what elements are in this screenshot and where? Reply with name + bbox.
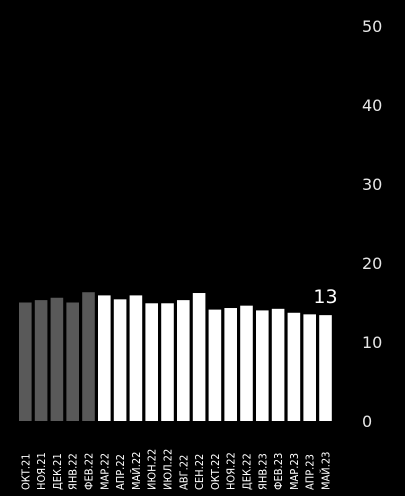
bar-ЯНВ.22 xyxy=(66,302,79,421)
bar-ОКТ.21 xyxy=(19,302,32,421)
x-tick-label: ФЕВ.23 xyxy=(272,453,285,490)
y-tick-label: 20 xyxy=(362,254,382,273)
bar-НОЯ.21 xyxy=(34,300,48,421)
bar-ФЕВ.22 xyxy=(82,292,95,421)
y-tick-label: 0 xyxy=(362,412,372,431)
x-tick-label: ОКТ.21 xyxy=(19,453,32,490)
x-tick-label: НОЯ.21 xyxy=(35,452,48,490)
y-tick-label: 30 xyxy=(362,175,382,194)
y-tick-label: 10 xyxy=(362,333,382,352)
bar-МАР.23 xyxy=(287,312,301,421)
bar-АПР.23 xyxy=(303,314,316,421)
x-tick-label: АПР.23 xyxy=(304,454,317,490)
x-tick-label: ДЕК.21 xyxy=(51,453,64,490)
x-tick-label: АПР.22 xyxy=(114,454,127,490)
y-tick-label: 50 xyxy=(362,17,382,36)
bar-СЕН.22 xyxy=(192,293,206,421)
x-tick-label: МАР.23 xyxy=(288,453,301,490)
x-tick-label: АВГ.22 xyxy=(177,455,190,490)
x-axis-category-labels: ОКТ.21 НОЯ.21 ДЕК.21 ЯНВ.22 ФЕВ.22 МАР.22 АПР.… xyxy=(19,449,332,490)
data-label: 13 xyxy=(313,286,337,308)
bar-ФЕВ.23 xyxy=(271,308,285,421)
x-tick-label: МАЙ.23 xyxy=(320,452,333,490)
x-tick-label: МАР.22 xyxy=(98,453,111,490)
bar-ОКТ.22 xyxy=(208,309,222,421)
bar-ДЕК.22 xyxy=(240,305,253,421)
bar-НОЯ.22 xyxy=(224,308,237,421)
x-tick-label: ЯНВ.23 xyxy=(256,453,269,490)
y-tick-label: 40 xyxy=(362,96,382,115)
bar-ИЮЛ.22 xyxy=(161,303,174,421)
bar-МАЙ.23 xyxy=(319,315,332,421)
x-tick-label: ФЕВ.22 xyxy=(83,453,96,490)
bar-МАЙ.22 xyxy=(129,295,143,421)
x-tick-label: СЕН.22 xyxy=(193,454,206,490)
bar-МАР.22 xyxy=(98,295,111,421)
x-tick-label: ДЕК.22 xyxy=(241,453,254,490)
bar-ЯНВ.23 xyxy=(256,310,269,421)
bars-group xyxy=(19,292,332,421)
bar-ДЕК.21 xyxy=(50,297,64,421)
x-tick-label: МАЙ.22 xyxy=(130,452,143,490)
x-tick-label: ЯНВ.22 xyxy=(67,453,80,490)
y-axis-tick-labels: 0 10 20 30 40 50 xyxy=(362,17,382,431)
x-tick-label: НОЯ.22 xyxy=(225,452,238,490)
bar-АПР.22 xyxy=(113,299,127,421)
bar-АВГ.22 xyxy=(177,300,190,421)
data-labels-group: 13 xyxy=(313,286,337,308)
x-tick-label: ОКТ.22 xyxy=(209,453,222,490)
x-tick-label: ИЮЛ.22 xyxy=(162,449,175,490)
bar-ИЮН.22 xyxy=(145,303,158,421)
x-tick-label: ИЮН.22 xyxy=(146,449,159,490)
